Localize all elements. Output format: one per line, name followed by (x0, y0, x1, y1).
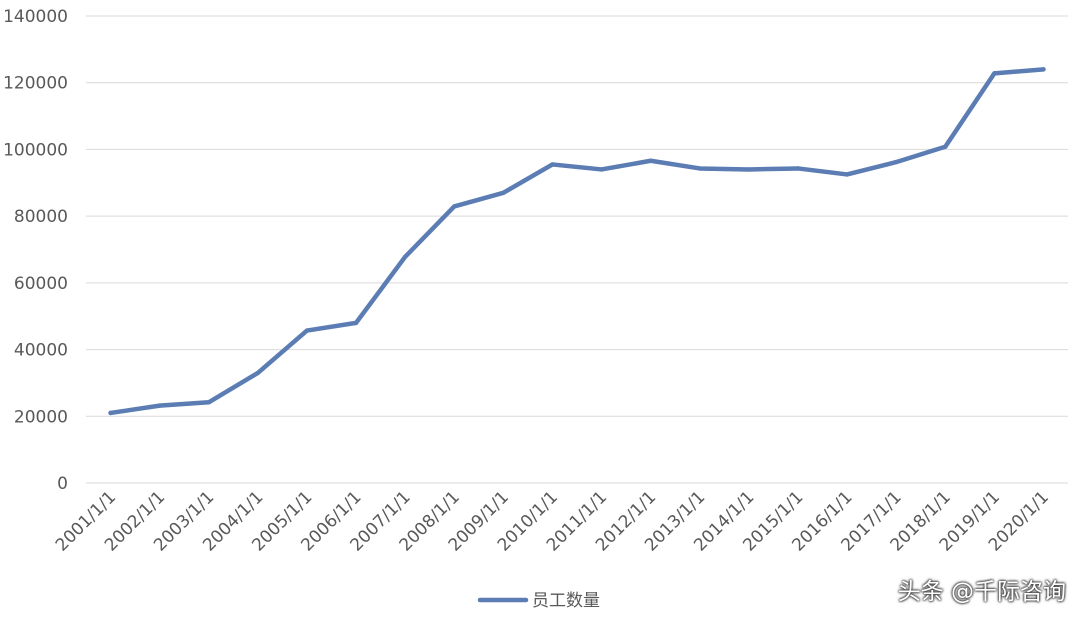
y-tick-label: 60000 (14, 274, 68, 294)
legend-label: 员工数量 (532, 591, 600, 611)
data-point (992, 71, 997, 76)
y-tick-label: 40000 (14, 341, 68, 361)
y-tick-label: 140000 (3, 7, 68, 27)
data-point (353, 320, 359, 326)
data-point (304, 328, 310, 333)
x-axis-tick-labels: 2001/1/12002/1/12003/1/12004/1/12005/1/1… (52, 487, 1053, 555)
y-tick-label: 120000 (3, 74, 68, 94)
data-point (599, 167, 604, 172)
watermark-text: 头条 @千际咨询 (897, 579, 1066, 605)
data-point (943, 144, 948, 149)
data-point (795, 166, 801, 171)
data-point (1041, 67, 1046, 72)
data-point (697, 166, 702, 171)
y-axis-tick-labels: 0 20000 40000 60000 80000 100000 120000 140000 (3, 7, 68, 494)
data-point (893, 159, 899, 165)
y-tick-label: 0 (57, 474, 68, 494)
gridlines (86, 15, 1068, 484)
data-point (206, 400, 211, 405)
data-point (746, 167, 752, 172)
data-point (844, 172, 850, 177)
data-point (402, 254, 408, 260)
legend: 员工数量 (477, 591, 600, 611)
data-point (501, 190, 506, 195)
data-point (648, 158, 653, 163)
y-tick-label: 100000 (3, 140, 68, 160)
data-point (108, 410, 113, 416)
data-point (255, 370, 261, 376)
data-point (550, 162, 555, 167)
data-point (157, 403, 162, 408)
series-line (108, 67, 1046, 416)
data-point (452, 204, 457, 209)
series-lines (108, 67, 1046, 416)
y-tick-label: 80000 (14, 207, 68, 227)
y-tick-label: 20000 (14, 407, 68, 427)
